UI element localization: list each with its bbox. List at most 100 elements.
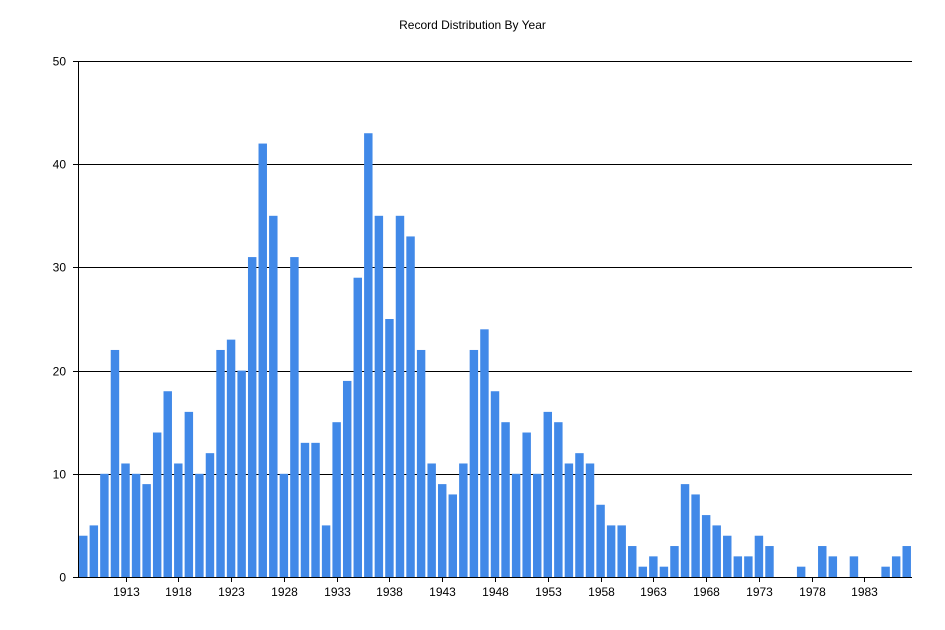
y-tick-label-30: 30 (53, 261, 67, 275)
bar-1914 (131, 473, 141, 577)
x-tick-label-1958: 1958 (588, 585, 615, 599)
bar-1958 (596, 504, 605, 577)
bar-1926 (258, 143, 267, 577)
bar-1944 (448, 494, 457, 577)
bar-1919 (184, 411, 194, 577)
bar-1929 (290, 257, 299, 577)
axes (73, 61, 912, 582)
bar-1924 (237, 370, 246, 577)
y-tick-label-20: 20 (53, 365, 67, 379)
bar-1932 (321, 525, 331, 577)
bar-1915 (142, 484, 151, 577)
bar-1966 (680, 484, 690, 577)
bar-1934 (342, 380, 352, 577)
x-tick-label-1938: 1938 (376, 585, 403, 599)
bars (79, 133, 911, 578)
bar-1962 (638, 566, 648, 577)
y-tick-label-10: 10 (53, 468, 67, 482)
x-tick-label-1978: 1978 (799, 585, 826, 599)
bar-1971 (733, 556, 743, 577)
x-tick-label-1933: 1933 (324, 585, 351, 599)
bar-1963 (649, 556, 658, 577)
bar-1941 (416, 349, 426, 577)
bar-1917 (163, 391, 172, 577)
bar-1922 (216, 349, 225, 577)
bar-1970 (723, 535, 732, 577)
bar-1967 (691, 494, 700, 577)
bar-1945 (459, 463, 468, 577)
chart-title: Record Distribution By Year (399, 18, 546, 32)
bar-1942 (427, 463, 436, 577)
bar-1956 (575, 453, 584, 577)
bar-1949 (501, 422, 510, 577)
x-tick-label-1943: 1943 (429, 585, 456, 599)
bar-1910 (89, 525, 99, 577)
bar-1921 (205, 453, 215, 577)
x-tick-label-1928: 1928 (271, 585, 298, 599)
bar-1969 (712, 525, 721, 577)
x-tick-label-1948: 1948 (482, 585, 509, 599)
bar-1933 (332, 422, 341, 577)
bar-1940 (406, 236, 415, 577)
x-tick-label-1973: 1973 (746, 585, 773, 599)
bar-1954 (554, 422, 563, 577)
x-tick-label-1968: 1968 (693, 585, 720, 599)
bar-1977 (796, 566, 806, 577)
bar-1952 (533, 473, 542, 577)
bar-1939 (395, 215, 405, 578)
bar-1964 (659, 566, 669, 577)
bar-1935 (353, 277, 362, 577)
bar-1946 (469, 349, 479, 577)
bar-1979 (818, 546, 827, 577)
bar-1948 (490, 391, 500, 577)
bar-1927 (269, 215, 278, 578)
bar-1959 (606, 525, 616, 577)
bar-1986 (891, 556, 901, 577)
bar-1925 (247, 257, 257, 577)
y-tick-label-40: 40 (53, 158, 67, 172)
bar-1930 (300, 442, 310, 577)
bar-1982 (849, 556, 859, 577)
x-tick-label-1923: 1923 (218, 585, 245, 599)
bar-1985 (881, 566, 890, 577)
bar-1913 (121, 463, 130, 577)
x-tick-label-1918: 1918 (165, 585, 192, 599)
bar-1974 (765, 546, 774, 577)
bar-1920 (195, 473, 204, 577)
bar-1943 (437, 484, 447, 577)
bar-1937 (374, 215, 384, 578)
bar-1912 (110, 349, 120, 577)
bar-1950 (511, 473, 521, 577)
bar-1972 (744, 556, 753, 577)
bar-1961 (628, 546, 637, 577)
bar-1987 (902, 546, 911, 577)
bar-1960 (617, 525, 626, 577)
y-tick-label-0: 0 (59, 571, 66, 585)
bar-1936 (364, 133, 373, 578)
bar-1947 (480, 329, 489, 577)
bar-1909 (79, 535, 88, 577)
bar-1918 (174, 463, 183, 577)
x-tick-labels: 1913 1918 1923 1928 1933 1938 1943 1948 1953 1958… (113, 585, 878, 599)
bar-1980 (828, 556, 838, 577)
bar-1931 (311, 442, 320, 577)
x-tick-label-1983: 1983 (851, 585, 878, 599)
bar-1928 (279, 473, 289, 577)
y-tick-labels: 0 10 20 30 40 50 (53, 55, 67, 585)
bar-1968 (701, 515, 711, 577)
x-tick-label-1963: 1963 (640, 585, 667, 599)
bar-1916 (152, 432, 162, 577)
bar-1953 (543, 411, 553, 577)
x-tick-label-1913: 1913 (113, 585, 140, 599)
bar-1973 (754, 535, 764, 577)
x-tick-label-1953: 1953 (535, 585, 562, 599)
bar-1938 (385, 319, 394, 577)
bar-1955 (564, 463, 574, 577)
bar-1951 (522, 432, 531, 577)
bar-1911 (100, 473, 109, 577)
y-tick-label-50: 50 (53, 55, 67, 69)
bar-1923 (226, 339, 236, 577)
bar-1957 (585, 463, 595, 577)
bar-1965 (670, 546, 679, 577)
